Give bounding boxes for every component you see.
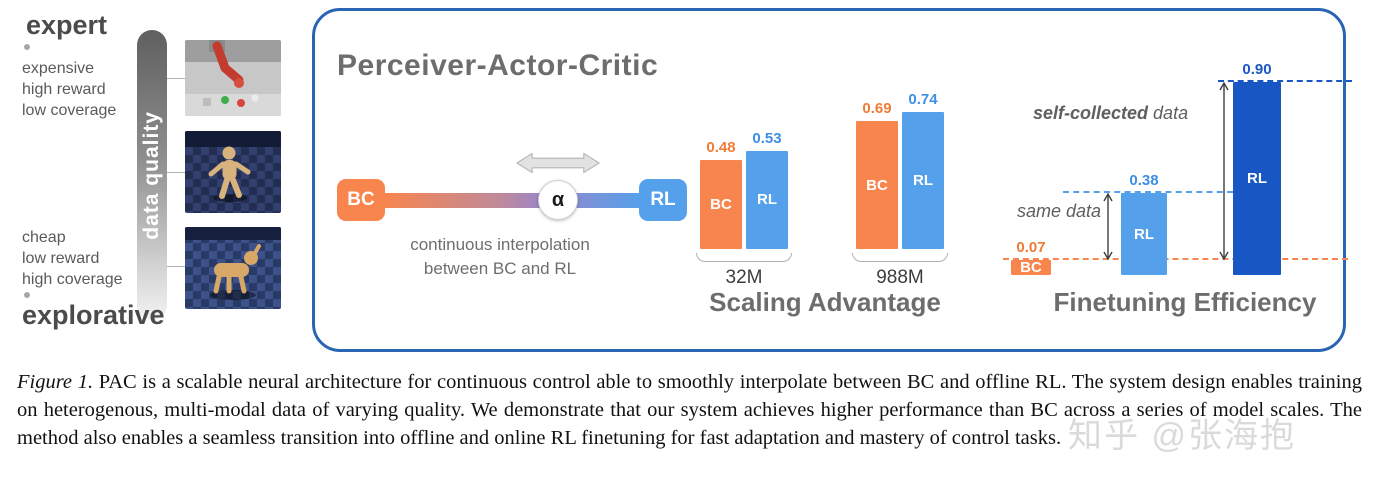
- axis-dot-bottom: [24, 292, 30, 298]
- bar-value-label: 0.90: [1242, 60, 1272, 78]
- bar-32m-bc-rect: BC: [700, 160, 742, 249]
- trait-high-reward: high reward: [22, 81, 106, 98]
- data-quality-axis: data quality: [137, 30, 167, 320]
- interpolation-gradient-bar: [383, 193, 641, 208]
- dashed-line-selfcollected-level: [1218, 80, 1352, 82]
- figure-caption-text: PAC is a scalable neural architecture fo…: [17, 371, 1362, 449]
- bar-value-label: 0.48: [706, 139, 736, 157]
- group-label-988m: 988M: [876, 267, 924, 288]
- scaling-advantage-title: Scaling Advantage: [709, 287, 941, 317]
- scaling-advantage-chart: 0.48 BC 0.53 RL 0.69 BC 0.74 RL: [688, 71, 958, 288]
- group-bracket-32m: [696, 253, 792, 262]
- pac-overview-panel: Perceiver-Actor-Critic BC RL α continuou…: [312, 8, 1352, 352]
- bar-value-label: 0.07: [1016, 238, 1046, 256]
- bar-finetune-rl-selfcollected-rect: RL: [1233, 81, 1281, 275]
- bar-series-label: RL: [1247, 169, 1267, 187]
- alpha-knob: α: [538, 180, 578, 220]
- axis-dot-top: [24, 44, 30, 50]
- interp-caption-line2: between BC and RL: [423, 259, 577, 278]
- trait-low-coverage: low coverage: [22, 102, 117, 119]
- data-quality-axis-label: data quality: [140, 110, 163, 240]
- trait-expensive: expensive: [22, 60, 95, 77]
- finetuning-efficiency-chart: 0.07 BC 0.38 RL 0.90 RL: [1003, 51, 1352, 276]
- trait-cheap: cheap: [22, 229, 66, 246]
- trait-high-coverage: high coverage: [22, 271, 123, 288]
- bc-node: BC: [337, 179, 385, 221]
- bar-finetune-rl-samedata-rect: RL: [1121, 193, 1167, 275]
- bar-value-label: 0.38: [1129, 172, 1159, 190]
- expert-traits: expensive high reward low coverage: [22, 58, 116, 121]
- bar-988m-rl: 0.74 RL: [902, 91, 944, 249]
- bar-value-label: 0.74: [908, 91, 938, 109]
- dashed-line-samedata-level: [1063, 191, 1233, 193]
- bar-series-label: RL: [1134, 225, 1154, 243]
- bar-988m-bc-rect: BC: [856, 121, 898, 249]
- annotation-same-data: same data: [1016, 201, 1101, 221]
- bar-finetune-rl-selfcollected: 0.90 RL: [1233, 60, 1281, 275]
- panel-title: Perceiver-Actor-Critic: [337, 49, 659, 82]
- explorative-traits: cheap low reward high coverage: [22, 227, 123, 290]
- interp-caption-line1: continuous interpolation: [410, 235, 590, 254]
- figure-caption-label: Figure 1.: [17, 371, 94, 393]
- annotation-self-collected-bold: self-collected: [1033, 103, 1149, 123]
- group-label-32m: 32M: [725, 267, 763, 288]
- bar-series-label: RL: [757, 191, 777, 209]
- bar-series-label: BC: [1020, 258, 1042, 276]
- bar-32m-rl-rect: RL: [746, 150, 788, 249]
- bar-finetune-rl-samedata: 0.38 RL: [1121, 172, 1167, 275]
- robot-arm-image: [185, 40, 281, 116]
- humanoid-image: [185, 131, 281, 213]
- bar-series-label: RL: [913, 172, 933, 190]
- trait-low-reward: low reward: [22, 250, 100, 267]
- connector-line: [167, 172, 185, 173]
- double-arrow-icon: [516, 152, 600, 174]
- bar-32m-bc: 0.48 BC: [700, 139, 742, 249]
- bar-988m-rl-rect: RL: [902, 112, 944, 249]
- bar-series-label: BC: [710, 196, 732, 214]
- explorative-label: explorative: [22, 300, 165, 330]
- annotation-self-collected-rest: data: [1148, 103, 1189, 123]
- bar-finetune-bc: 0.07 BC: [1011, 238, 1051, 276]
- bar-32m-rl: 0.53 RL: [746, 130, 788, 249]
- bar-series-label: BC: [866, 176, 888, 194]
- quadruped-robot-image: [185, 227, 281, 309]
- rl-node: RL: [639, 179, 687, 221]
- dashed-line-bc-level: [1003, 258, 1348, 260]
- bar-988m-bc: 0.69 BC: [856, 100, 898, 249]
- bar-value-label: 0.53: [752, 129, 782, 147]
- connector-line: [167, 78, 185, 79]
- figure-caption: Figure 1. PAC is a scalable neural archi…: [17, 368, 1362, 452]
- expert-label: expert: [26, 10, 108, 40]
- gain-arrows: [1103, 81, 1229, 261]
- bar-value-label: 0.69: [862, 100, 892, 118]
- finetuning-efficiency-title: Finetuning Efficiency: [1053, 287, 1317, 317]
- group-bracket-988m: [852, 253, 948, 262]
- annotation-self-collected-data: self-collected data: [1033, 103, 1223, 124]
- connector-line: [167, 266, 185, 267]
- bar-finetune-bc-rect: BC: [1011, 258, 1051, 276]
- interpolation-caption: continuous interpolation between BC and …: [375, 233, 625, 281]
